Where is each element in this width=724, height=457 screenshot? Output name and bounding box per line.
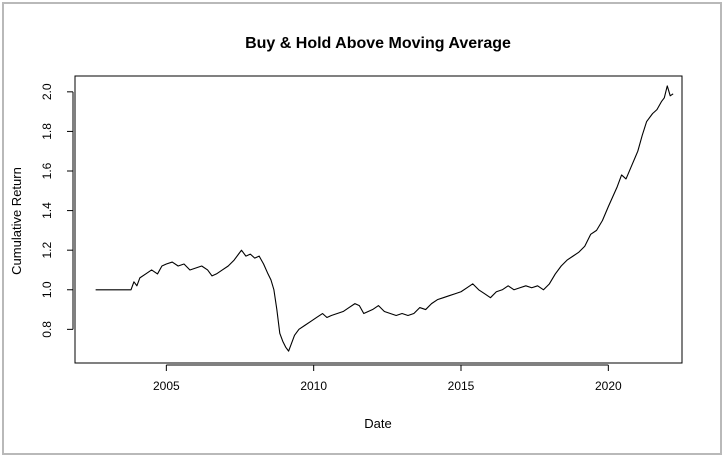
- x-axis: 2005 2010 2015 2020: [153, 364, 622, 393]
- x-tick-label: 2005: [153, 379, 180, 393]
- y-axis-label: Cumulative Return: [9, 167, 24, 275]
- y-axis: 0.8 1.0 1.2 1.4 1.6 1.8 2.0: [40, 83, 74, 338]
- y-tick-label: 1.4: [40, 202, 54, 219]
- y-tick-label: 1.6: [40, 162, 54, 179]
- x-tick-label: 2015: [448, 379, 475, 393]
- y-tick-label: 1.0: [40, 281, 54, 298]
- y-tick-label: 2.0: [40, 83, 54, 100]
- x-tick-label: 2020: [595, 379, 622, 393]
- x-tick-label: 2010: [300, 379, 327, 393]
- y-tick-label: 1.8: [40, 123, 54, 140]
- series-layer: [95, 85, 674, 352]
- y-tick-label: 1.2: [40, 242, 54, 259]
- plot-area-box: [74, 75, 683, 364]
- cumulative-return-line: [95, 85, 674, 352]
- y-tick-label: 0.8: [40, 321, 54, 338]
- x-axis-label: Date: [364, 416, 391, 431]
- chart-title: Buy & Hold Above Moving Average: [245, 35, 511, 52]
